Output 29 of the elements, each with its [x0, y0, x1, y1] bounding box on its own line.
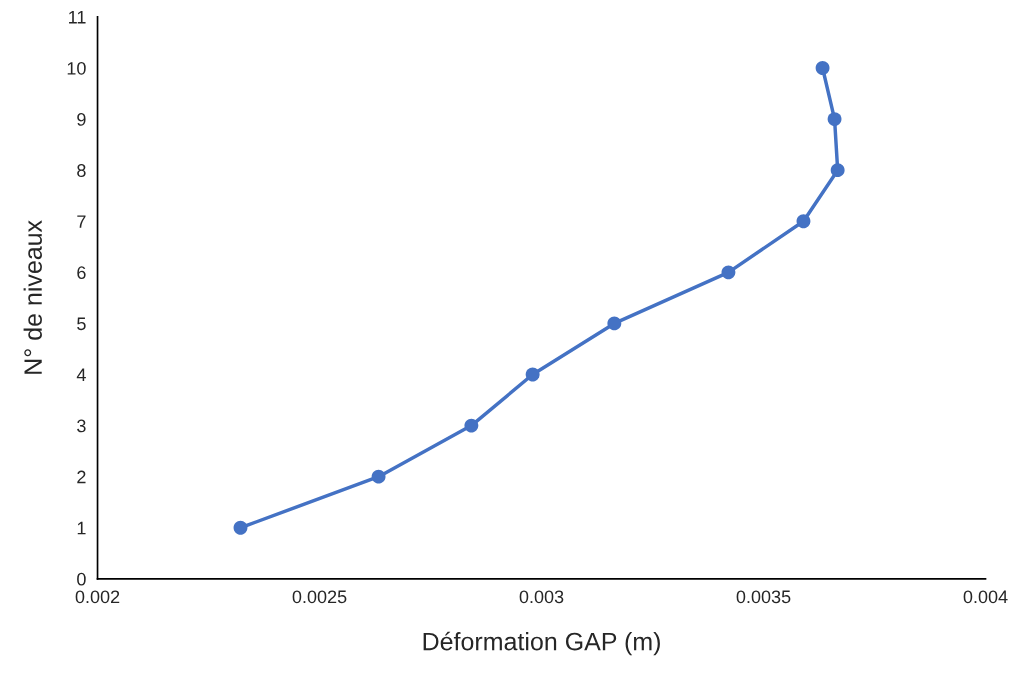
point: [525, 367, 540, 382]
x-tick-label: 0.0035: [736, 590, 791, 604]
point: [721, 265, 736, 280]
y-tick-label: 4: [76, 368, 86, 382]
y-tick-label: 1: [77, 521, 86, 535]
point: [233, 520, 248, 535]
x-axis-title: Déformation GAP (m): [423, 631, 660, 656]
y-tick-label: 6: [77, 266, 86, 280]
x-tick-label: 0.0025: [292, 590, 347, 604]
y-tick-label: 3: [77, 419, 86, 433]
point: [607, 316, 622, 331]
x-tick-label: 0.003: [519, 590, 564, 604]
point: [371, 469, 386, 484]
y-axis-title: N° de niveaux: [23, 220, 42, 374]
point: [796, 214, 811, 229]
y-tick-label: 7: [77, 215, 86, 228]
y-tick-label: 8: [77, 164, 86, 177]
y-tick-label: 5: [77, 317, 86, 331]
x-tick-label: 0.002: [75, 590, 120, 604]
point: [830, 163, 845, 178]
y-tick-label: 11: [69, 11, 86, 24]
y-tick-label: 0: [77, 572, 86, 586]
point: [827, 112, 842, 127]
y-tick-label: 2: [77, 470, 86, 484]
y-tick-label: 9: [77, 113, 86, 126]
point: [464, 418, 479, 433]
y-tick-label: 10: [67, 61, 86, 75]
x-tick-label: 0.004: [963, 590, 1008, 604]
point: [815, 61, 830, 75]
